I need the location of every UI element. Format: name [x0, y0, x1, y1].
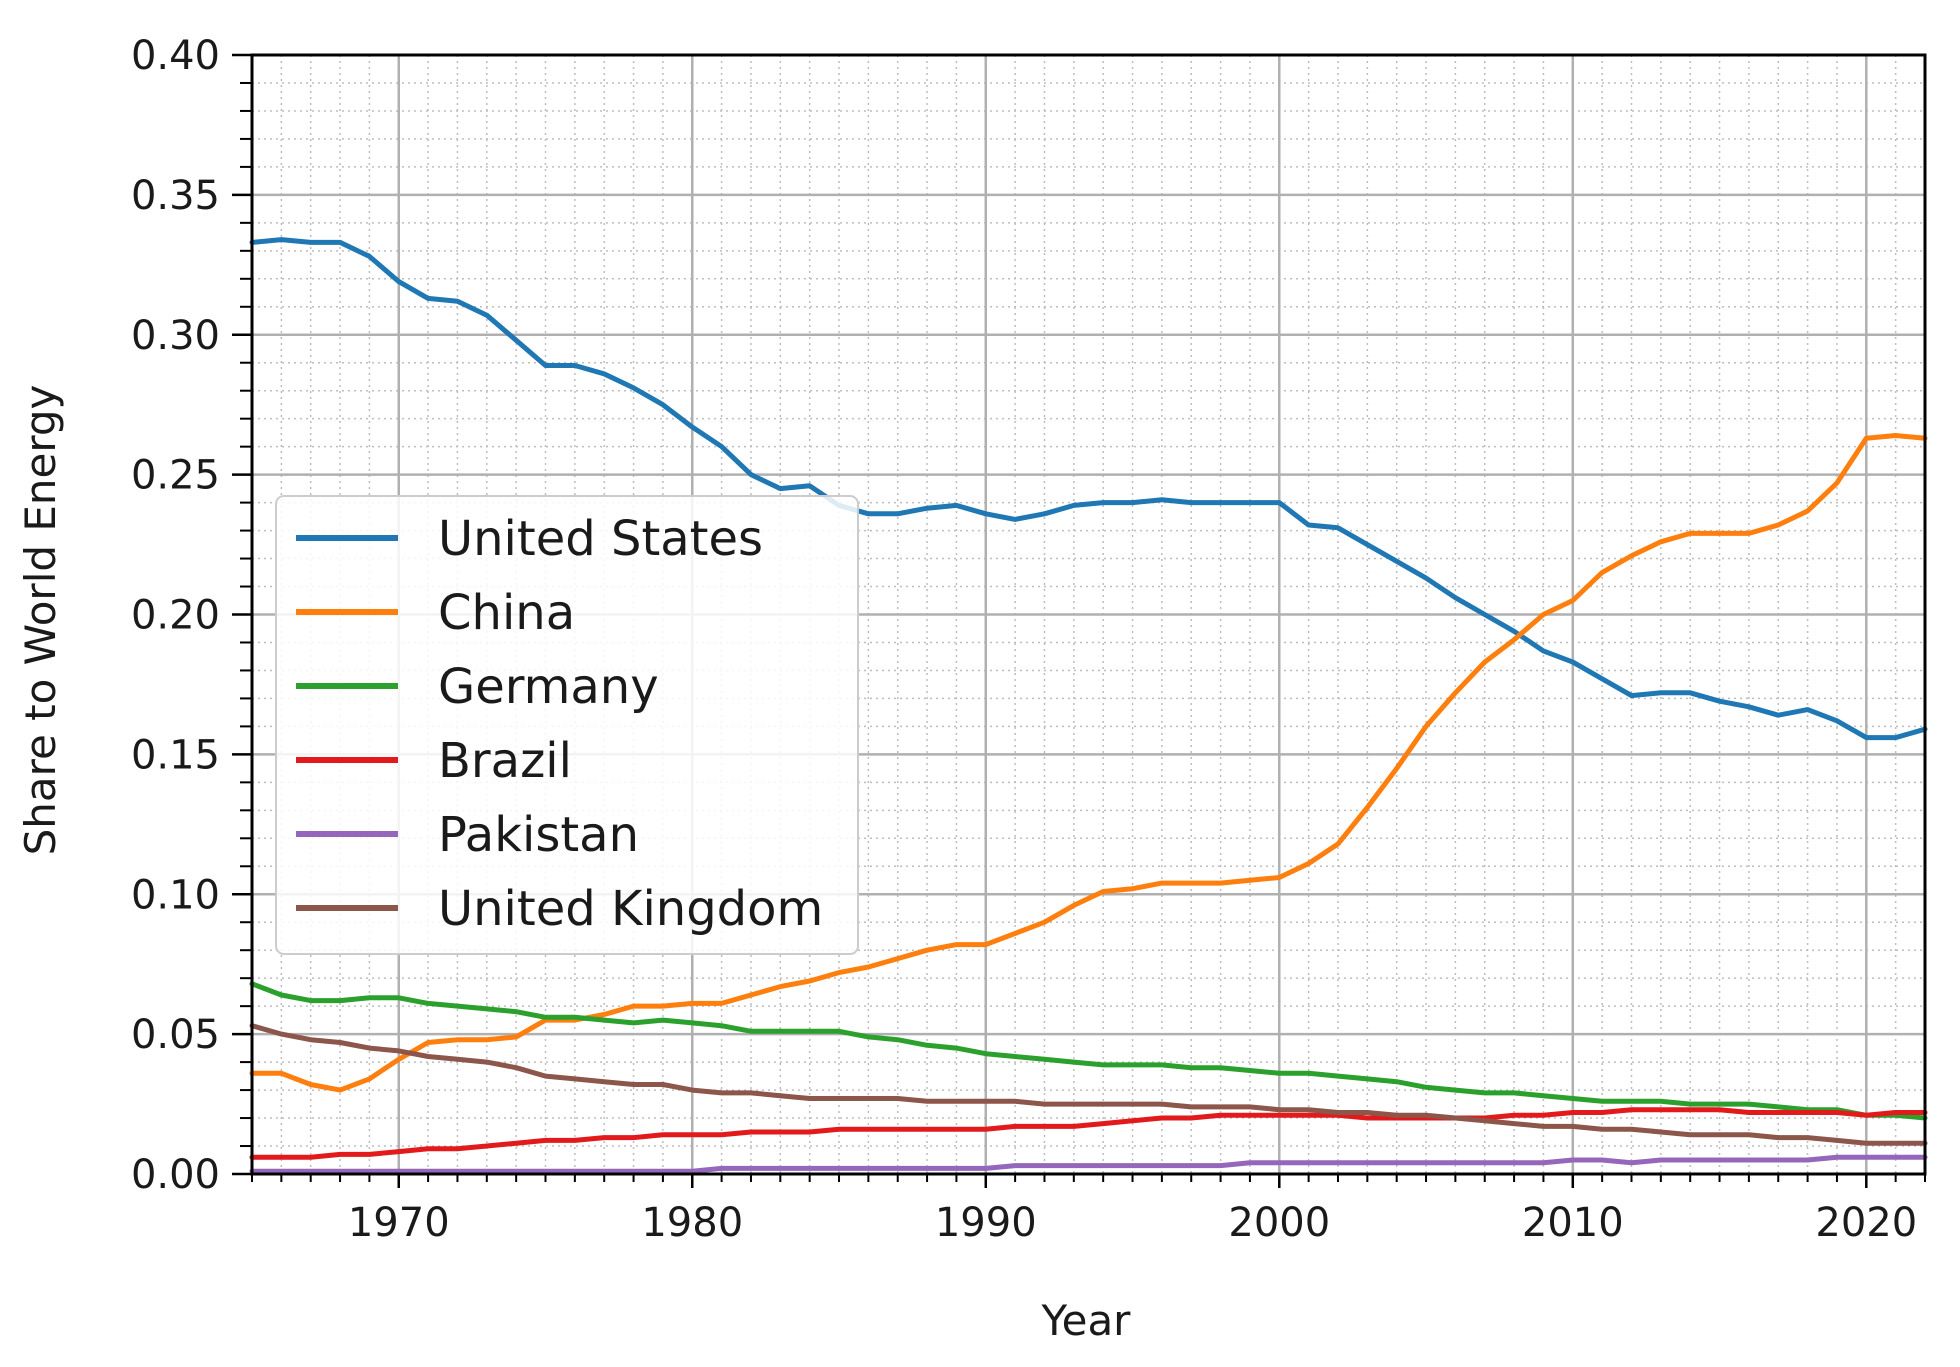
- series-line-germany: [249, 981, 1928, 1121]
- legend-label-united-states: United States: [438, 511, 763, 567]
- x-tick-label: 2000: [1228, 1200, 1330, 1246]
- legend-box: [275, 495, 859, 955]
- y-axis-label: Share to World Energy: [16, 385, 65, 856]
- series-line-china: [249, 433, 1928, 1093]
- x-tick-label: 2020: [1815, 1200, 1917, 1246]
- series-line-brazil: [249, 1107, 1928, 1160]
- y-tick-label: 0.40: [131, 33, 220, 79]
- legend-label-china: China: [438, 585, 575, 641]
- x-tick-labels: 1970 1980 1990 2000 2010 2020: [348, 1200, 1917, 1246]
- y-tick-label: 0.00: [131, 1152, 220, 1198]
- tick-marks: [232, 53, 1926, 1188]
- legend-label-united-kingdom: United Kingdom: [438, 881, 823, 937]
- y-tick-label: 0.05: [131, 1012, 220, 1058]
- legend: United States China Germany Brazil Pakistan U…: [275, 495, 859, 955]
- y-tick-label: 0.20: [131, 593, 220, 639]
- legend-label-brazil: Brazil: [438, 733, 572, 789]
- x-axis-label: Year: [1041, 1296, 1132, 1345]
- legend-items: United States China Germany Brazil Pakistan U…: [296, 511, 823, 937]
- x-tick-label: 1970: [348, 1200, 450, 1246]
- legend-label-pakistan: Pakistan: [438, 807, 639, 863]
- y-tick-label: 0.25: [131, 453, 220, 499]
- series-line-united-states: [249, 237, 1928, 741]
- y-tick-label: 0.10: [131, 872, 220, 918]
- series-line-pakistan: [249, 1154, 1928, 1174]
- y-tick-label: 0.30: [131, 313, 220, 359]
- series-line-united-kingdom: [249, 1023, 1928, 1146]
- x-tick-label: 1990: [935, 1200, 1037, 1246]
- y-tick-label: 0.15: [131, 732, 220, 778]
- x-tick-label: 1980: [641, 1200, 743, 1246]
- legend-label-germany: Germany: [438, 659, 659, 715]
- y-tick-label: 0.35: [131, 173, 220, 219]
- x-tick-label: 2010: [1522, 1200, 1624, 1246]
- series-layer: [249, 237, 1928, 1174]
- y-tick-labels: 0.00 0.05 0.10 0.15 0.20 0.25 0.30 0.35 0.40: [131, 33, 220, 1198]
